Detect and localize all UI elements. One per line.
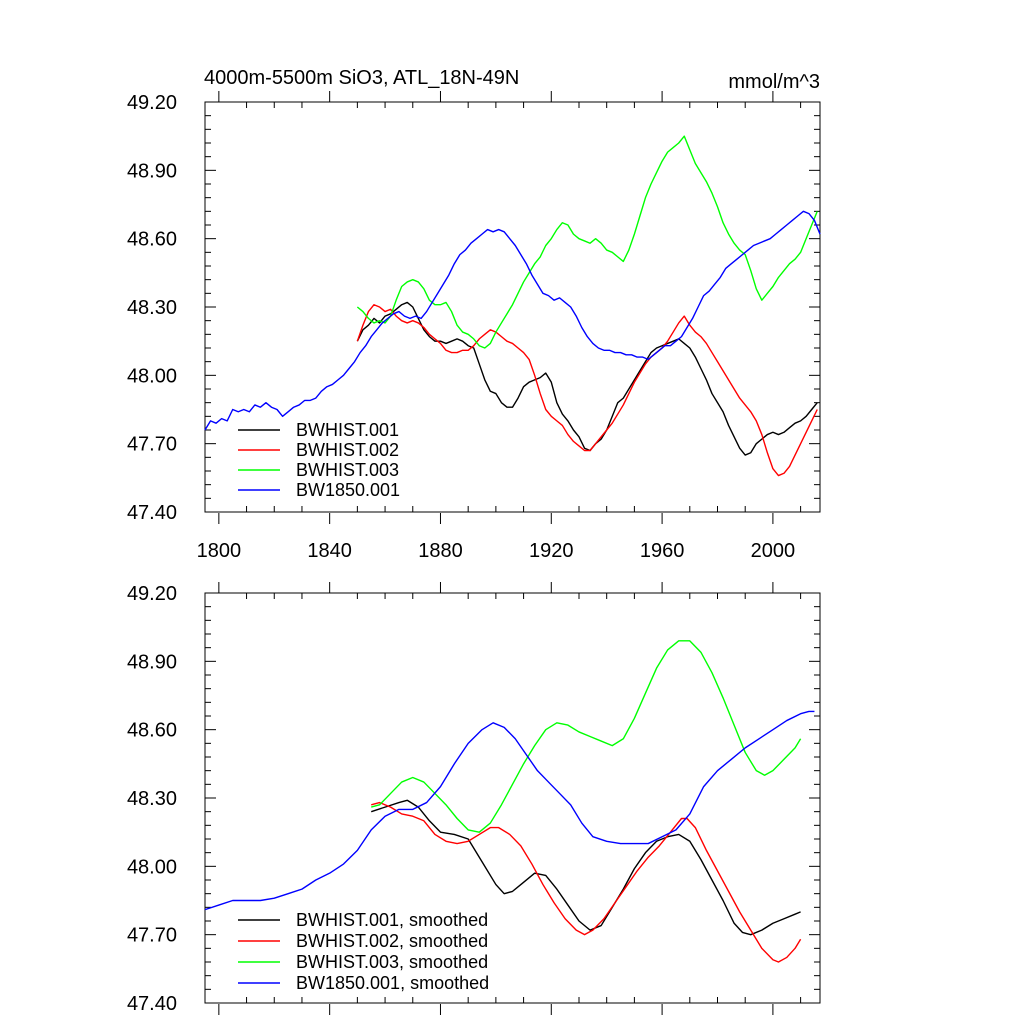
legend-label: BWHIST.001, smoothed: [296, 910, 488, 930]
legend-label: BW1850.001: [296, 480, 400, 500]
chart-title: 4000m-5500m SiO3, ATL_18N-49N: [204, 67, 519, 89]
y-tick-label: 47.40: [127, 502, 177, 524]
legend-label: BWHIST.002: [296, 440, 399, 460]
y-tick-label: 48.00: [127, 365, 177, 387]
y-tick-label: 47.70: [127, 925, 177, 947]
y-tick-label: 47.70: [127, 434, 177, 456]
legend-label: BW1850.001, smoothed: [296, 973, 489, 993]
x-tick-label: 1800: [197, 540, 242, 562]
x-tick-label: 1840: [307, 540, 352, 562]
series-line-bwhist-001: [356, 301, 818, 456]
y-tick-label: 48.30: [127, 297, 177, 319]
series-line-bwhist-003-smoothed: [371, 640, 802, 833]
y-tick-label: 48.00: [127, 856, 177, 878]
units-label: mmol/m^3: [728, 71, 820, 93]
series-line-bwhist-002-smoothed: [371, 801, 802, 963]
x-tick-label: 1960: [640, 540, 685, 562]
y-tick-label: 48.60: [127, 720, 177, 742]
legend-label: BWHIST.003, smoothed: [296, 952, 488, 972]
series-line-bwhist-002: [356, 304, 818, 477]
y-tick-label: 47.40: [127, 993, 177, 1015]
series-line-bw1850-001-smoothed: [204, 710, 815, 911]
y-tick-label: 49.20: [127, 583, 177, 605]
y-tick-label: 48.90: [127, 651, 177, 673]
legend-label: BWHIST.003: [296, 460, 399, 480]
x-tick-label: 2000: [751, 540, 796, 562]
y-tick-label: 48.30: [127, 788, 177, 810]
series-line-bw1850-001: [204, 210, 821, 431]
series-line-bwhist-003: [356, 135, 818, 349]
y-tick-label: 48.90: [127, 160, 177, 182]
chart-panel-bottom: 47.40 47.70 48.00 48.30 48.60 48.90 49.20 BWHIS…: [127, 582, 821, 1015]
legend-label: BWHIST.002, smoothed: [296, 931, 488, 951]
chart-panel-top: 47.40 47.70 48.00 48.30 48.60 48.90 49.20 1800 1…: [127, 91, 821, 562]
x-tick-label: 1920: [529, 540, 574, 562]
legend-label: BWHIST.001: [296, 420, 399, 440]
y-tick-label: 48.60: [127, 229, 177, 251]
x-tick-label: 1880: [418, 540, 463, 562]
y-tick-label: 49.20: [127, 92, 177, 114]
